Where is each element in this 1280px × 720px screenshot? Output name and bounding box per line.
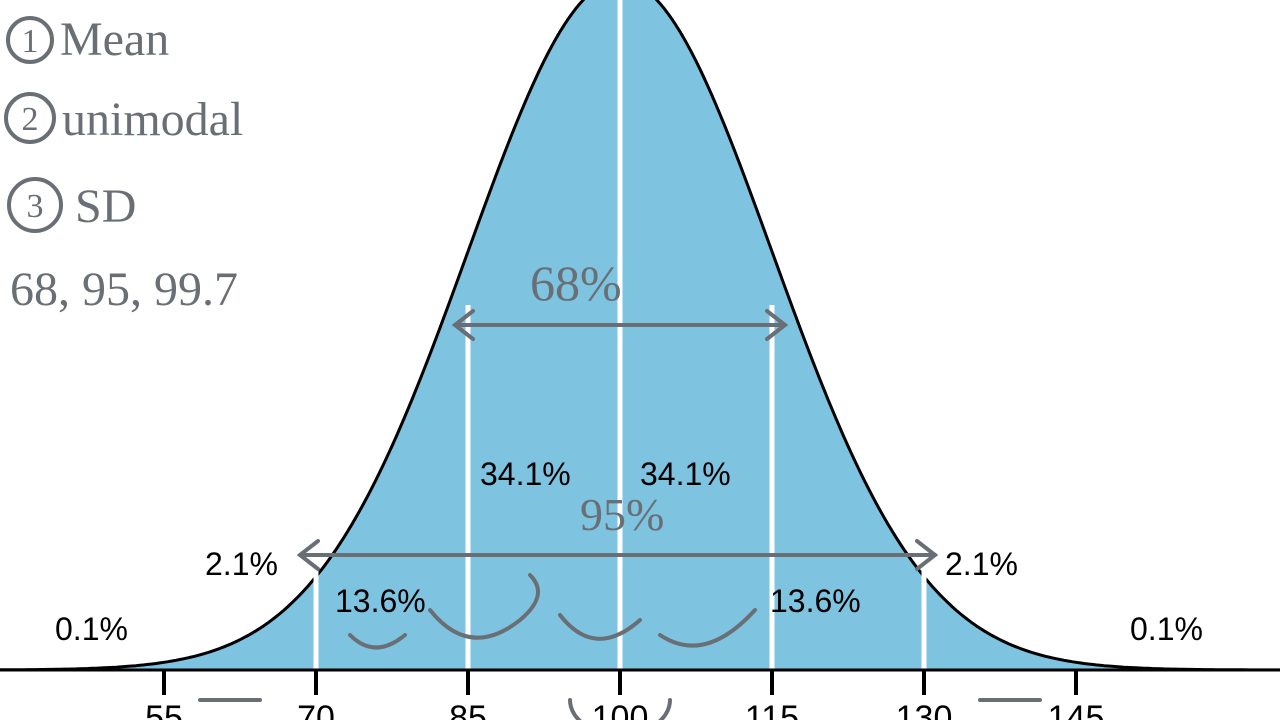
note-text-3: 68, 95, 99.7 bbox=[10, 263, 238, 316]
region-pct-5: 2.1% bbox=[945, 546, 1018, 582]
region-pct-3: 13.6% bbox=[770, 583, 861, 619]
tick-label-145: 145 bbox=[1048, 699, 1105, 720]
note-text-2: SD bbox=[75, 180, 136, 233]
span95-label: 95% bbox=[580, 489, 664, 540]
note-digit-2: 3 bbox=[27, 188, 44, 225]
tick-label-115: 115 bbox=[745, 699, 799, 720]
note-text-0: Mean bbox=[60, 13, 169, 66]
tick-label-85: 85 bbox=[449, 699, 487, 720]
region-pct-0: 34.1% bbox=[480, 456, 571, 492]
region-pct-2: 13.6% bbox=[335, 583, 426, 619]
region-pct-4: 2.1% bbox=[205, 546, 278, 582]
tick-label-130: 130 bbox=[896, 699, 953, 720]
note-digit-0: 1 bbox=[22, 23, 39, 60]
span68-label: 68% bbox=[530, 255, 622, 311]
note-text-1: unimodal bbox=[62, 93, 243, 146]
note-digit-1: 2 bbox=[22, 101, 39, 138]
region-pct-6: 0.1% bbox=[55, 611, 128, 647]
tick-label-55: 55 bbox=[145, 699, 183, 720]
region-pct-1: 34.1% bbox=[640, 456, 731, 492]
tick-label-100: 100 bbox=[592, 699, 649, 720]
tick-label-70: 70 bbox=[297, 699, 335, 720]
region-pct-7: 0.1% bbox=[1130, 611, 1203, 647]
